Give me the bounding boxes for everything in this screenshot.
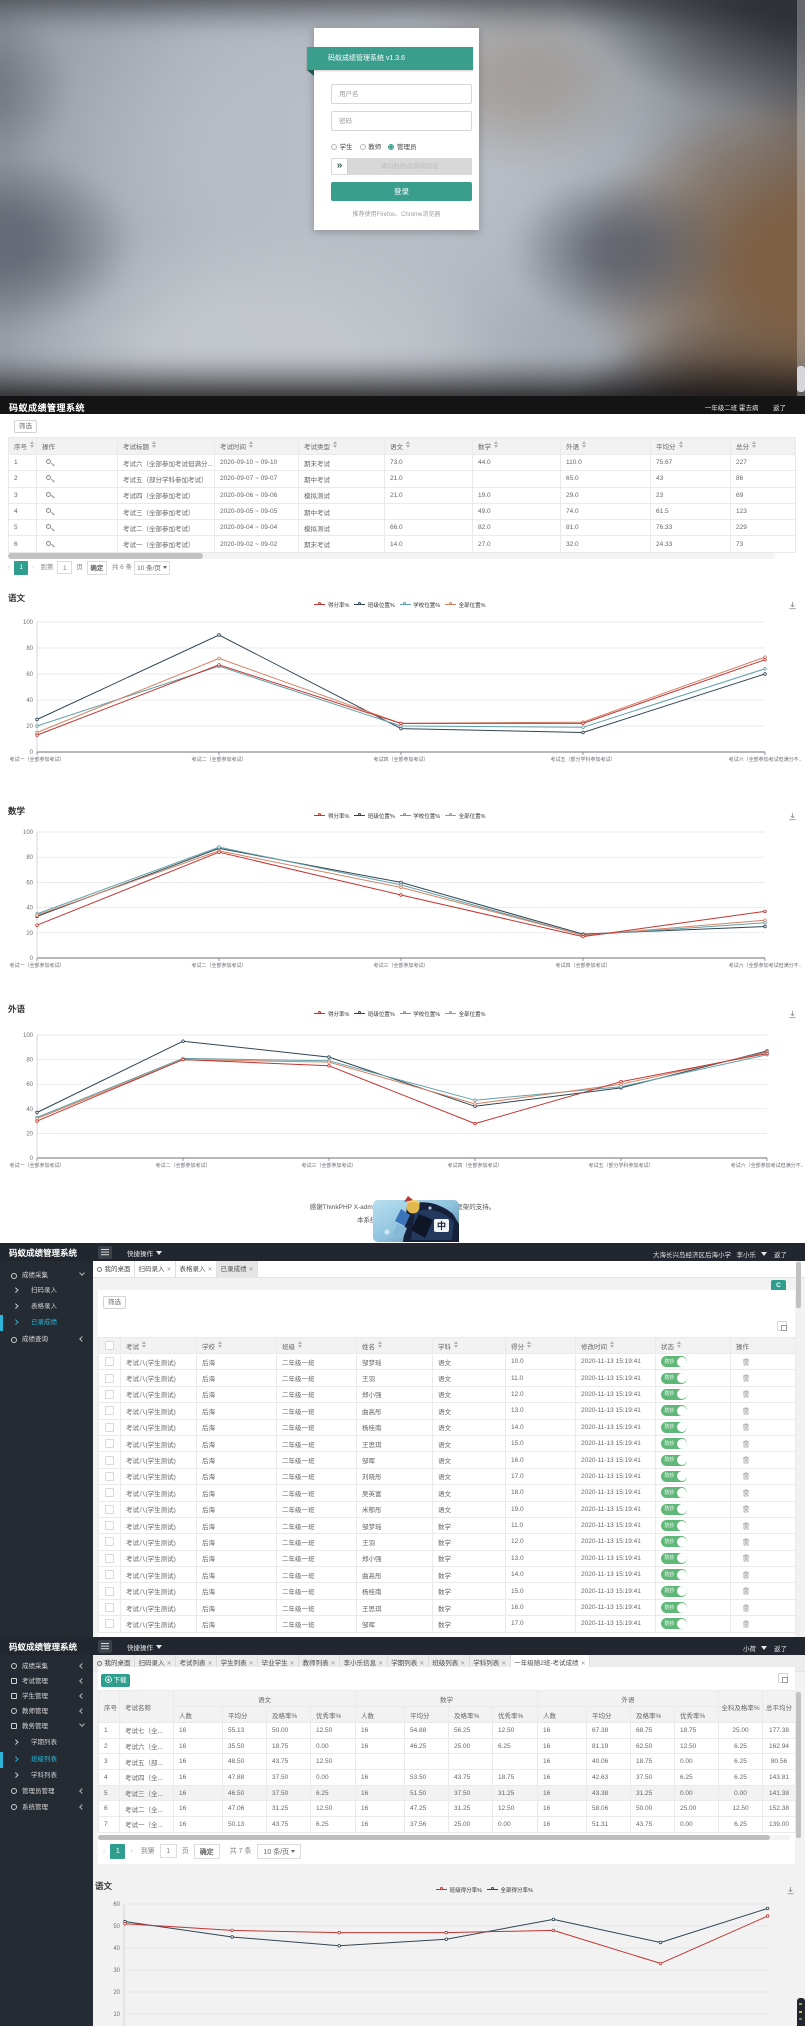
svg-text:60: 60 — [26, 880, 33, 886]
svg-text:0: 0 — [30, 956, 34, 962]
svg-text:40: 40 — [26, 698, 33, 704]
svg-text:40: 40 — [26, 906, 33, 912]
svg-text:中: 中 — [437, 1220, 446, 1231]
svg-text:60: 60 — [26, 1082, 33, 1088]
svg-text:100: 100 — [23, 1033, 34, 1039]
svg-text:40: 40 — [26, 1107, 33, 1113]
svg-text:60: 60 — [113, 1902, 120, 1908]
svg-text:20: 20 — [26, 931, 33, 937]
svg-text:50: 50 — [113, 1924, 120, 1930]
svg-text:100: 100 — [23, 830, 34, 836]
svg-text:80: 80 — [26, 646, 33, 652]
svg-text:10: 10 — [113, 2012, 120, 2018]
svg-text:20: 20 — [26, 1131, 33, 1137]
svg-text:80: 80 — [26, 1058, 33, 1064]
svg-text:60: 60 — [26, 672, 33, 678]
svg-text:20: 20 — [113, 1990, 120, 1996]
svg-text:40: 40 — [113, 1946, 120, 1952]
svg-text:0: 0 — [30, 1156, 34, 1162]
svg-text:100: 100 — [23, 620, 34, 626]
svg-text:30: 30 — [113, 1968, 120, 1974]
svg-text:80: 80 — [26, 855, 33, 861]
svg-text:20: 20 — [26, 724, 33, 730]
svg-text:0: 0 — [30, 750, 34, 756]
